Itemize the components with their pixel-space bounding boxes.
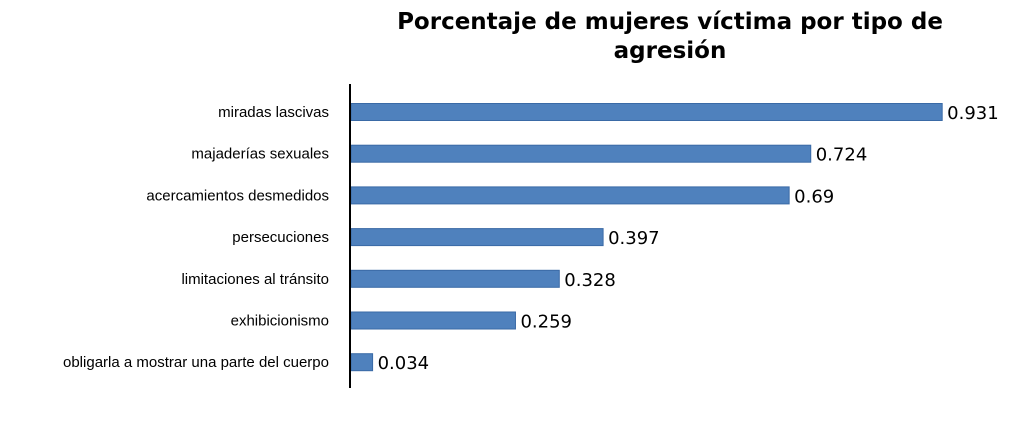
value-labels: 0.931 0.724 0.69 0.397 0.328 0.259 0.034 (378, 103, 999, 374)
category-label: majaderías sexuales (191, 146, 329, 163)
value-label: 0.931 (947, 103, 999, 124)
category-label: obligarla a mostrar una parte del cuerpo (63, 354, 329, 371)
bar (350, 103, 943, 121)
category-label: miradas lascivas (218, 104, 329, 121)
value-label: 0.259 (520, 312, 572, 333)
value-label: 0.69 (794, 186, 834, 207)
chart-title: Porcentaje de mujeres víctima por tipo d… (397, 9, 943, 64)
value-label: 0.328 (564, 270, 616, 291)
bar (350, 353, 374, 372)
category-label: limitaciones al tránsito (181, 271, 329, 288)
category-label: persecuciones (232, 229, 329, 246)
category-label: exhibicionismo (231, 313, 329, 330)
value-label: 0.724 (816, 145, 868, 166)
bar (350, 269, 560, 288)
category-labels: miradas lascivas majaderías sexuales acerc… (63, 104, 329, 371)
bar (350, 186, 790, 205)
value-label: 0.397 (608, 228, 660, 249)
bar (350, 228, 604, 247)
category-label: acercamientos desmedidos (146, 187, 329, 204)
bar (350, 311, 516, 330)
value-label: 0.034 (378, 353, 430, 374)
bar (350, 144, 812, 163)
